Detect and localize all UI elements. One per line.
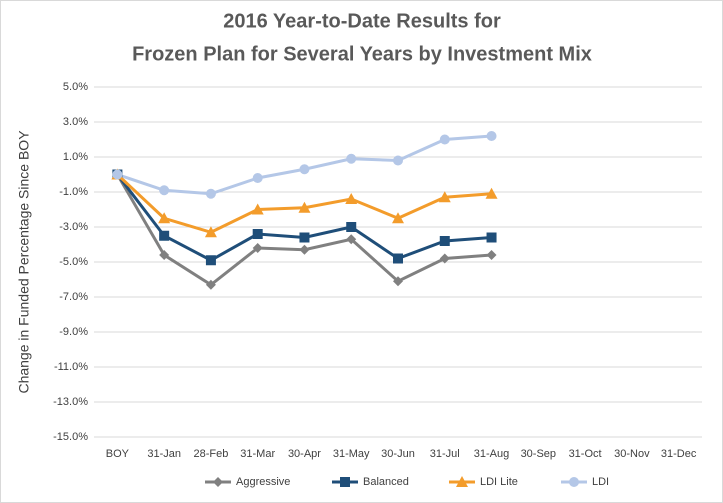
- marker: [486, 250, 497, 260]
- y-tick-label: -1.0%: [59, 186, 88, 198]
- marker: [205, 255, 216, 266]
- legend-label: Aggressive: [236, 476, 290, 488]
- marker: [393, 253, 403, 264]
- y-tick-label: -11.0%: [54, 361, 88, 373]
- marker: [346, 153, 357, 164]
- marker: [392, 212, 404, 224]
- legend: Aggressive Balanced LDI Lite LDI: [205, 476, 609, 488]
- y-tick-label: -3.0%: [59, 221, 88, 233]
- marker: [486, 131, 497, 141]
- x-tick-label: 31-Oct: [569, 448, 602, 460]
- x-tick-label: 31-Aug: [474, 448, 509, 460]
- y-axis-label: Change in Funded Percentage Since BOY: [16, 130, 32, 394]
- chart-title: Frozen Plan for Several Years by Investm…: [132, 43, 592, 65]
- y-tick-label: -5.0%: [59, 256, 88, 268]
- legend-label: Balanced: [363, 476, 409, 488]
- x-tick-label: 28-Feb: [193, 448, 228, 460]
- marker: [346, 222, 357, 232]
- x-tick-label: 30-Nov: [614, 448, 650, 460]
- y-tick-label: 1.0%: [63, 151, 88, 163]
- marker: [159, 250, 170, 260]
- marker: [204, 226, 217, 238]
- marker: [299, 164, 310, 175]
- legend-marker: [340, 477, 350, 487]
- legend-marker: [569, 477, 579, 487]
- marker: [299, 244, 310, 255]
- marker: [485, 187, 498, 199]
- y-tick-label: -9.0%: [59, 326, 88, 338]
- marker: [346, 234, 357, 245]
- x-tick-label: 30-Sep: [521, 448, 556, 460]
- marker: [252, 229, 263, 239]
- marker: [486, 232, 497, 243]
- marker: [439, 253, 450, 264]
- marker: [345, 193, 358, 204]
- x-tick-label: 31-Dec: [661, 448, 697, 460]
- x-tick-label: BOY: [106, 448, 130, 460]
- marker: [298, 201, 311, 213]
- x-tick-label: 30-Apr: [288, 448, 321, 460]
- legend-marker: [213, 477, 223, 487]
- y-tick-label: -15.0%: [53, 431, 88, 443]
- marker: [438, 191, 451, 203]
- y-tick-label: 3.0%: [63, 116, 88, 128]
- y-tick-label: -13.0%: [53, 396, 88, 408]
- y-tick-label: 5.0%: [63, 81, 88, 93]
- marker: [112, 169, 123, 180]
- marker: [159, 230, 170, 241]
- marker: [393, 155, 403, 166]
- marker: [205, 188, 216, 199]
- marker: [252, 243, 263, 253]
- marker: [393, 276, 403, 287]
- marker: [251, 203, 264, 215]
- x-tick-label: 31-Jul: [430, 448, 460, 460]
- chart-title: 2016 Year-to-Date Results for: [223, 10, 501, 32]
- x-tick-label: 31-Mar: [240, 448, 275, 460]
- marker: [439, 236, 450, 246]
- x-tick-label: 30-Jun: [381, 448, 415, 460]
- legend-marker: [456, 476, 468, 487]
- marker: [439, 134, 450, 145]
- marker: [299, 232, 310, 243]
- x-tick-label: 31-May: [333, 448, 370, 460]
- marker: [252, 173, 263, 183]
- marker: [205, 279, 216, 290]
- x-tick-label: 31-Jan: [147, 448, 181, 460]
- marker: [158, 212, 171, 224]
- legend-label: LDI Lite: [480, 476, 518, 488]
- marker: [159, 185, 170, 196]
- y-tick-label: -7.0%: [59, 291, 88, 303]
- legend-label: LDI: [592, 476, 609, 488]
